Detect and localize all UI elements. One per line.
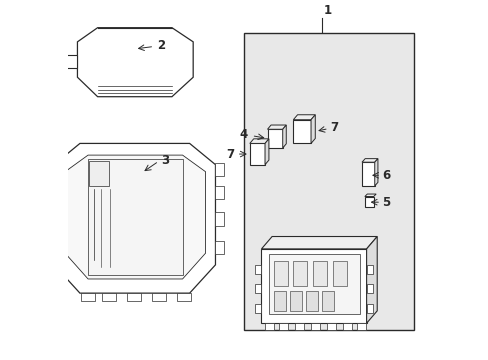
Polygon shape [267, 129, 282, 148]
Polygon shape [65, 155, 205, 279]
Polygon shape [293, 120, 310, 143]
Text: 3: 3 [161, 154, 169, 167]
Text: 6: 6 [382, 169, 390, 182]
Bar [273, 291, 285, 311]
Bar [322, 291, 334, 311]
Bar [102, 293, 116, 301]
Bar [215, 241, 224, 254]
Polygon shape [282, 125, 285, 148]
Polygon shape [77, 28, 193, 97]
Bar [289, 291, 301, 311]
Bar [215, 163, 224, 176]
Text: 4: 4 [239, 129, 247, 141]
Polygon shape [249, 143, 264, 165]
Bar [215, 186, 224, 199]
Text: 2: 2 [157, 39, 164, 52]
Bar [46, 179, 54, 193]
Bar [215, 212, 224, 226]
Bar [46, 200, 54, 214]
Bar [310, 323, 320, 330]
Polygon shape [366, 237, 376, 323]
Bar [342, 323, 351, 330]
Bar [366, 304, 372, 312]
Polygon shape [261, 237, 376, 249]
Bar [294, 323, 304, 330]
Bar [366, 284, 372, 293]
Bar [81, 293, 95, 301]
Polygon shape [261, 249, 366, 323]
Polygon shape [267, 125, 285, 129]
Bar [255, 284, 261, 293]
Bar [46, 243, 54, 257]
Bar [255, 304, 261, 312]
Bar [273, 261, 287, 286]
Bar [46, 221, 54, 235]
Polygon shape [361, 162, 374, 186]
Bar [244, 33, 413, 330]
Polygon shape [361, 159, 377, 162]
Polygon shape [293, 115, 315, 120]
Polygon shape [54, 143, 215, 293]
Bar [366, 265, 372, 274]
Text: 5: 5 [382, 196, 390, 209]
Bar [332, 261, 346, 286]
Polygon shape [364, 197, 373, 207]
Polygon shape [310, 115, 315, 143]
Polygon shape [364, 194, 375, 197]
Bar [264, 323, 274, 330]
Bar [312, 261, 326, 286]
Bar [255, 265, 261, 274]
Polygon shape [249, 139, 268, 143]
Bar [305, 291, 318, 311]
Polygon shape [264, 139, 268, 165]
Text: 7: 7 [329, 121, 338, 134]
Bar [326, 323, 335, 330]
Bar [356, 323, 366, 330]
Text: 7: 7 [225, 148, 233, 161]
Polygon shape [374, 159, 377, 186]
Polygon shape [268, 254, 359, 314]
Bar [127, 293, 141, 301]
Bar [151, 293, 165, 301]
Bar [279, 323, 288, 330]
Polygon shape [89, 161, 109, 186]
Bar [176, 293, 190, 301]
Polygon shape [64, 55, 77, 68]
Bar [293, 261, 307, 286]
Polygon shape [88, 159, 182, 275]
Text: 1: 1 [324, 4, 331, 17]
